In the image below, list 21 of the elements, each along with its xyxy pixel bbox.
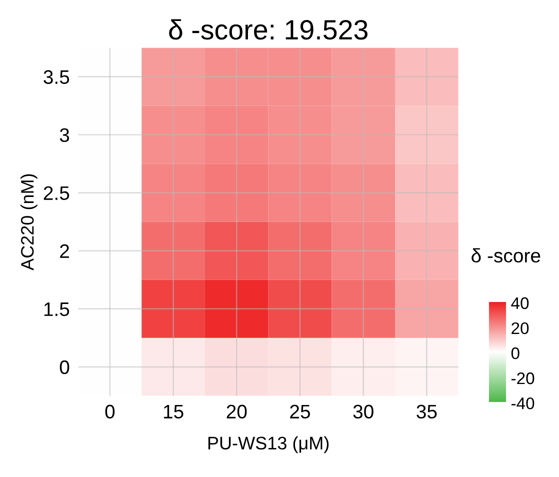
y-tick-label: 3 (60, 128, 70, 142)
color-bar-title: δ -score (472, 248, 540, 263)
color-bar-label: 40 (511, 297, 529, 310)
color-bar-label: -20 (511, 372, 534, 384)
color-bar-label: 20 (512, 322, 529, 334)
color-bar-label: 0 (511, 347, 520, 360)
y-tick-label: 2.5 (44, 186, 70, 200)
y-tick-label: 2 (60, 244, 69, 258)
color-bar-label: -40 (511, 397, 534, 410)
x-tick-label: 0 (105, 404, 115, 419)
x-axis-title: PU-WS13 (μM) (208, 436, 329, 454)
chart-title: δ -score: 19.523 (169, 19, 368, 40)
x-tick-label: 30 (353, 404, 374, 419)
x-tick-label: 15 (164, 404, 184, 419)
x-tick-label: 25 (290, 404, 310, 419)
y-tick-label: 0 (60, 360, 70, 374)
y-tick-label: 1.5 (44, 302, 70, 316)
x-tick-label: 35 (416, 404, 437, 419)
y-tick-label: 3.5 (44, 70, 70, 84)
y-axis-title: AC220 (nM) (20, 174, 38, 270)
x-tick-label: 20 (226, 404, 247, 419)
